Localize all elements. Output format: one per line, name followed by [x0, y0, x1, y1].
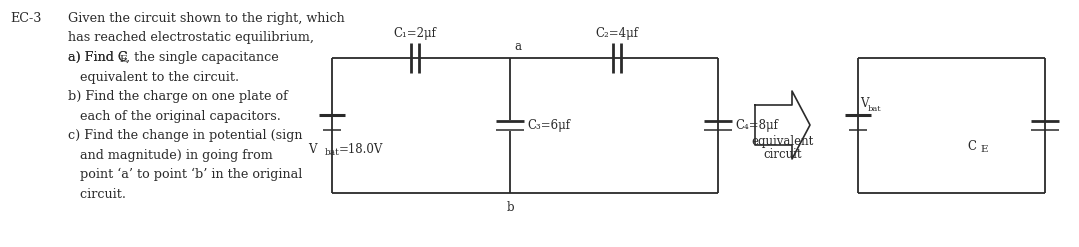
Text: V: V [860, 97, 869, 110]
Text: equivalent to the circuit.: equivalent to the circuit. [68, 70, 240, 83]
Text: circuit.: circuit. [68, 187, 126, 201]
Text: C: C [967, 140, 976, 153]
Text: each of the original capacitors.: each of the original capacitors. [68, 109, 281, 123]
Text: point ‘a’ to point ‘b’ in the original: point ‘a’ to point ‘b’ in the original [68, 168, 302, 181]
Text: equivalent: equivalent [751, 135, 814, 148]
Text: C₄=8μf: C₄=8μf [735, 119, 778, 131]
Text: V: V [309, 143, 317, 156]
Text: C₃=6μf: C₃=6μf [527, 119, 570, 131]
Polygon shape [755, 91, 810, 159]
Text: has reached electrostatic equilibrium,: has reached electrostatic equilibrium, [68, 32, 314, 44]
Text: b: b [506, 201, 514, 214]
Text: C₁=2μf: C₁=2μf [394, 27, 436, 40]
Text: =18.0V: =18.0V [339, 143, 383, 156]
Text: a: a [514, 40, 521, 53]
Text: a) Find C: a) Find C [68, 51, 127, 64]
Text: C₂=4μf: C₂=4μf [596, 27, 639, 40]
Text: bat: bat [868, 105, 882, 113]
Text: EC-3: EC-3 [10, 12, 41, 25]
Text: and magnitude) in going from: and magnitude) in going from [68, 148, 273, 162]
Text: bat: bat [325, 148, 340, 157]
Text: E: E [981, 145, 988, 154]
Text: b) Find the charge on one plate of: b) Find the charge on one plate of [68, 90, 288, 103]
Text: E: E [119, 55, 126, 64]
Text: circuit: circuit [763, 148, 802, 161]
Text: c) Find the change in potential (sign: c) Find the change in potential (sign [68, 129, 302, 142]
Text: a) Find C: a) Find C [68, 51, 127, 64]
Text: , the single capacitance: , the single capacitance [126, 51, 278, 64]
Text: Given the circuit shown to the right, which: Given the circuit shown to the right, wh… [68, 12, 345, 25]
